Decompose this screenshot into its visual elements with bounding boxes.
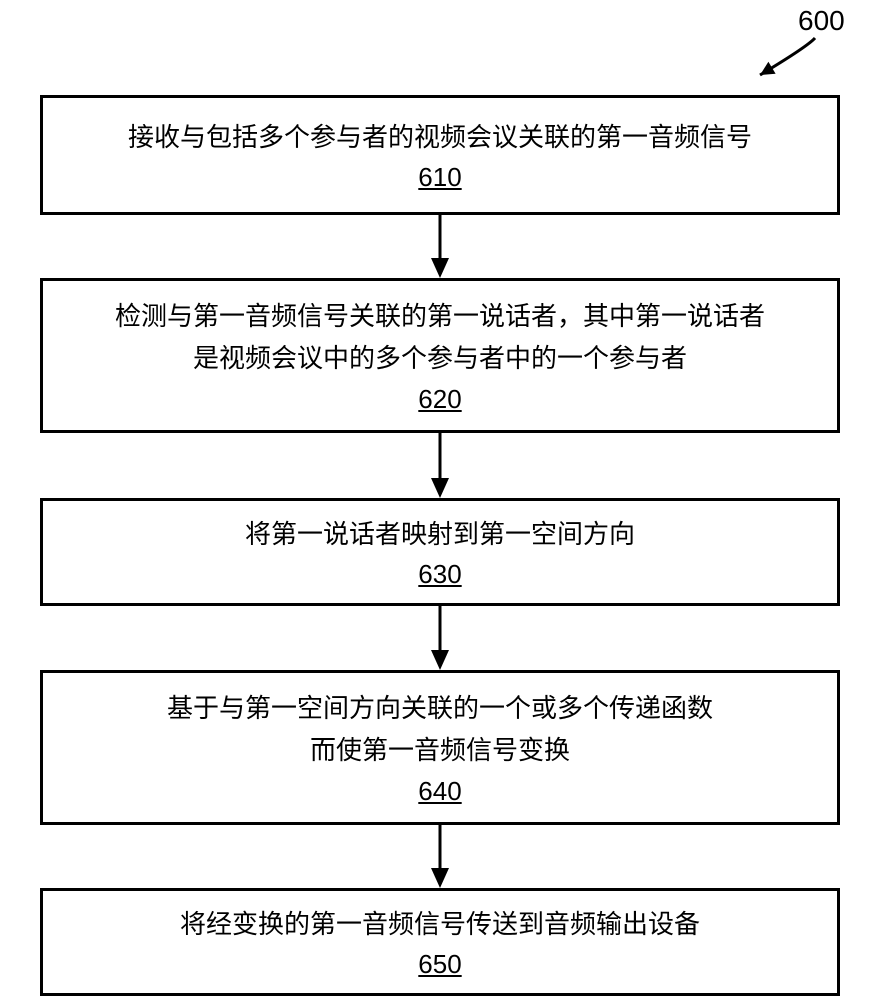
flow-step-number: 650 [418,949,461,980]
flow-step-text: 是视频会议中的多个参与者中的一个参与者 [193,338,687,380]
flow-step-text: 接收与包括多个参与者的视频会议关联的第一音频信号 [128,117,752,159]
flow-step-text: 检测与第一音频信号关联的第一说话者，其中第一说话者 [115,296,765,338]
flow-step-number: 610 [418,162,461,193]
flow-step-text: 基于与第一空间方向关联的一个或多个传递函数 [167,688,713,730]
flow-step: 检测与第一音频信号关联的第一说话者，其中第一说话者是视频会议中的多个参与者中的一… [40,278,840,433]
flow-step: 接收与包括多个参与者的视频会议关联的第一音频信号610 [40,95,840,215]
flow-step-text: 将经变换的第一音频信号传送到音频输出设备 [180,904,700,946]
flow-step-text: 而使第一音频信号变换 [310,730,570,772]
flow-step-number: 640 [418,776,461,807]
flowchart-canvas: 600 接收与包括多个参与者的视频会议关联的第一音频信号610检测与第一音频信号… [0,0,891,1000]
flow-step: 基于与第一空间方向关联的一个或多个传递函数而使第一音频信号变换 640 [40,670,840,825]
flow-step-number: 620 [418,384,461,415]
flow-step-number: 630 [418,559,461,590]
flow-step: 将经变换的第一音频信号传送到音频输出设备650 [40,888,840,996]
flow-step-text: 将第一说话者映射到第一空间方向 [245,514,635,556]
flow-step: 将第一说话者映射到第一空间方向630 [40,498,840,606]
